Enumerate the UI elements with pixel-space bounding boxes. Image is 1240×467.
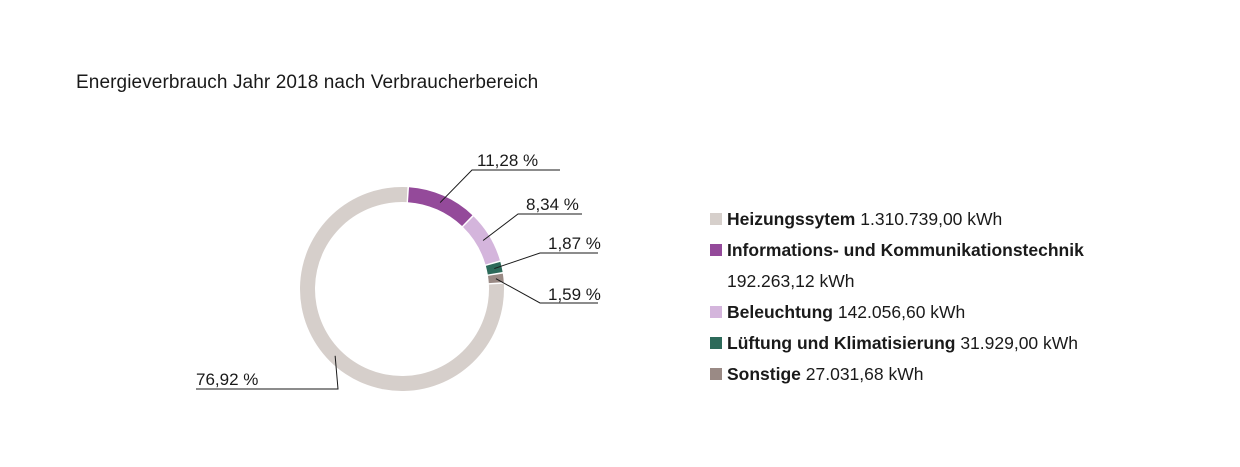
chart-title: Energieverbrauch Jahr 2018 nach Verbrauc… [76,72,539,93]
legend-value: 192.263,12 kWh [727,271,855,291]
legend-swatch [710,244,722,256]
legend-value: 1.310.739,00 kWh [855,209,1003,229]
legend-item-informations-und-kommunikationstechnik: Informations- und Kommunikationstechnik 1… [710,235,1084,297]
leader-line-lüftung-und-klimatisierung [494,252,598,270]
legend-swatch [710,213,722,225]
leader-line-sonstige [495,278,598,304]
leader-line-heizungssytem [196,355,339,390]
legend-item-sonstige: Sonstige 27.031,68 kWh [710,359,1084,390]
leader-line-informations-und-kommunikationstechnik [439,169,560,203]
legend-swatch [710,337,722,349]
legend-label: Beleuchtung [727,302,833,322]
legend-value: 27.031,68 kWh [800,364,924,384]
legend-swatch [710,368,722,380]
legend-label: Sonstige [727,364,801,384]
legend-value: 31.929,00 kWh [955,333,1079,353]
percent-label-heizungssytem: 76,92 % [196,370,258,389]
legend: Heizungssytem 1.310.739,00 kWh Informatio… [710,204,1084,390]
legend-label: Lüftung und Klimatisierung [727,333,956,353]
legend-item-heizungssytem: Heizungssytem 1.310.739,00 kWh [710,204,1084,235]
leader-line-beleuchtung [482,213,582,241]
legend-item-beleuchtung: Beleuchtung 142.056,60 kWh [710,297,1084,328]
legend-label: Informations- und Kommunikationstechnik [727,240,1084,260]
legend-swatch [710,306,722,318]
legend-value: 142.056,60 kWh [832,302,966,322]
legend-label: Heizungssytem [727,209,856,229]
slice-beleuchtung [463,216,500,265]
slice-informations-und-kommunikationstechnik [407,187,473,227]
legend-item-lüftung-und-klimatisierung: Lüftung und Klimatisierung 31.929,00 kWh [710,328,1084,359]
percent-label-lüftung-und-klimatisierung: 1,87 % [548,234,601,253]
percent-label-informations-und-kommunikationstechnik: 11,28 % [477,151,538,170]
percent-label-sonstige: 1,59 % [548,285,601,304]
percent-label-beleuchtung: 8,34 % [526,195,579,214]
